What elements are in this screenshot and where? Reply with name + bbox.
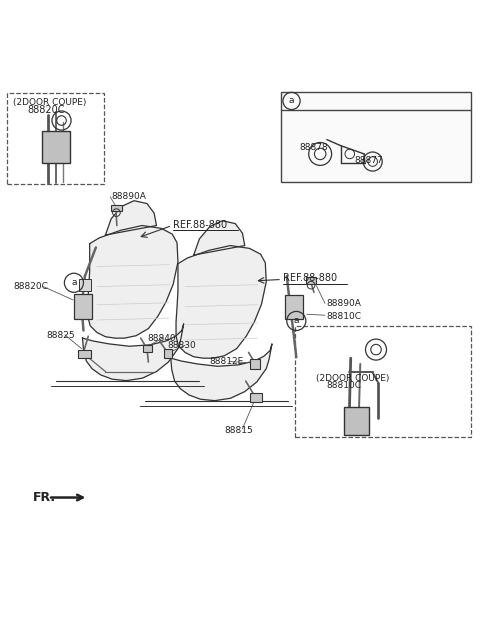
Text: a: a <box>289 97 294 106</box>
Text: (2DOOR COUPE): (2DOOR COUPE) <box>316 374 390 383</box>
Text: 88820C: 88820C <box>28 105 65 115</box>
Polygon shape <box>106 201 156 235</box>
Text: 88825: 88825 <box>47 331 75 340</box>
Bar <box>281 92 471 182</box>
Polygon shape <box>171 344 272 401</box>
Bar <box>74 294 92 319</box>
Text: a: a <box>294 316 299 326</box>
Text: 88878: 88878 <box>300 143 328 152</box>
Text: 88815: 88815 <box>225 426 253 435</box>
Text: 88890A: 88890A <box>326 299 361 308</box>
Bar <box>164 349 172 358</box>
Bar <box>79 279 91 291</box>
Bar <box>42 131 70 163</box>
Bar <box>306 277 316 284</box>
Text: 88830: 88830 <box>168 341 196 350</box>
Text: a: a <box>71 278 77 287</box>
Bar <box>285 295 302 319</box>
Polygon shape <box>83 324 184 381</box>
Text: 88810C: 88810C <box>326 312 361 321</box>
Polygon shape <box>176 246 266 358</box>
Bar <box>111 205 121 211</box>
Text: 88810C: 88810C <box>326 381 361 390</box>
Bar <box>7 93 104 184</box>
Polygon shape <box>88 225 178 338</box>
Polygon shape <box>194 221 245 255</box>
Text: 88840: 88840 <box>147 333 176 342</box>
Text: REF.88-880: REF.88-880 <box>283 273 337 283</box>
Text: 88877: 88877 <box>355 156 384 164</box>
Bar <box>251 359 260 369</box>
Text: REF.88-880: REF.88-880 <box>173 220 228 230</box>
Bar <box>143 345 152 353</box>
Text: (2DOOR COUPE): (2DOOR COUPE) <box>13 99 87 108</box>
Bar <box>251 392 262 402</box>
Text: 88820C: 88820C <box>13 282 48 291</box>
Bar <box>78 349 91 358</box>
Bar <box>295 326 471 437</box>
Text: 88812E: 88812E <box>209 358 243 367</box>
Text: 88890A: 88890A <box>111 193 146 202</box>
Bar <box>344 407 369 435</box>
Text: FR.: FR. <box>33 491 56 504</box>
